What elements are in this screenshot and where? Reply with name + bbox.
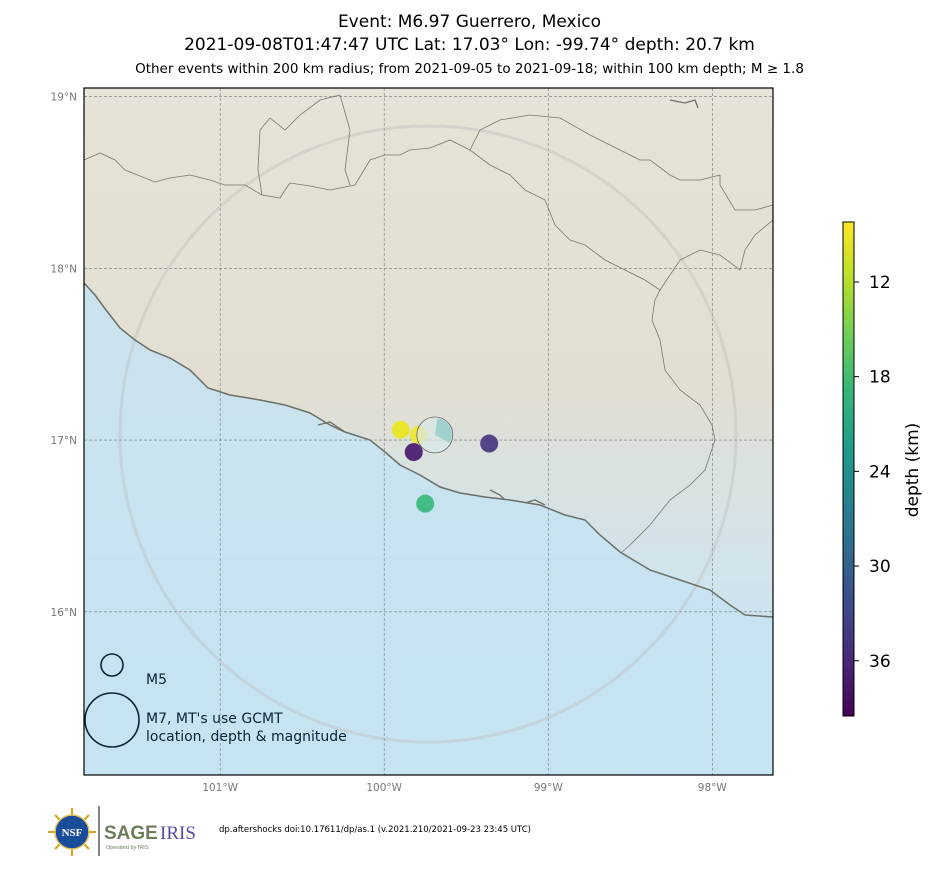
- lat-tick-label: 17°N: [51, 435, 77, 447]
- event-marker: [416, 494, 435, 513]
- colorbar-ticks: 12 18 24 30 36: [854, 273, 891, 672]
- title-line-3: Other events within 200 km radius; from …: [135, 61, 804, 77]
- colorbar: [842, 221, 855, 717]
- event-marker: [404, 443, 423, 462]
- colorbar-tick-label: 30: [869, 557, 891, 577]
- nsf-logo: NSF: [48, 808, 96, 856]
- mainshock-quadrant: [434, 418, 452, 444]
- legend-label-m7-line1: M7, MT's use GCMT: [146, 711, 283, 727]
- iris-text: IRIS: [160, 823, 196, 844]
- colorbar-tick-label: 24: [869, 462, 891, 482]
- ocean: [84, 283, 773, 775]
- sage-iris-logo: SAGE IRIS Operated by IRIS: [98, 806, 196, 856]
- lon-tick-label: 98°W: [698, 782, 728, 794]
- radius-circle: [118, 124, 738, 744]
- operated-by-text: Operated by IRIS: [106, 845, 149, 851]
- sage-text: SAGE: [104, 823, 158, 844]
- lat-tick-label: 16°N: [51, 607, 77, 619]
- map-frame: [83, 87, 774, 776]
- legend-label-m5: M5: [146, 672, 167, 688]
- state-borders: [84, 94, 773, 553]
- lat-tick-label: 19°N: [51, 92, 77, 104]
- legend-circle-m7: [84, 692, 140, 748]
- title-line-1: Event: M6.97 Guerrero, Mexico: [337, 12, 602, 32]
- axis-tick-labels: 101°W 100°W 99°W 98°W 19°N 18°N 17°N 16°N: [51, 92, 728, 794]
- lon-tick-label: 101°W: [202, 782, 238, 794]
- lat-tick-label: 18°N: [51, 263, 77, 275]
- event-marker: [391, 420, 410, 439]
- title-line-2: 2021-09-08T01:47:47 UTC Lat: 17.03° Lon:…: [184, 35, 755, 55]
- lake: [669, 99, 699, 109]
- lagoon: [317, 421, 346, 433]
- event-marker: [480, 434, 499, 453]
- legend-circle-m5: [100, 653, 124, 677]
- land-shade: [84, 88, 773, 108]
- colorbar-tick-label: 36: [869, 652, 891, 672]
- nsf-logo-text: NSF: [62, 827, 83, 839]
- coastline: [84, 282, 773, 618]
- mainshock-marker: [416, 416, 454, 454]
- colorbar-tick-label: 12: [869, 273, 891, 293]
- lon-tick-label: 100°W: [366, 782, 402, 794]
- footer-doi: dp.aftershocks doi:10.17611/dp/as.1 (v.2…: [219, 825, 531, 835]
- map-area: M5 M7, MT's use GCMT location, depth & m…: [84, 88, 773, 775]
- lagoon-2: [489, 489, 506, 501]
- gridlines: [84, 88, 773, 775]
- colorbar-label: depth (km): [903, 423, 923, 518]
- colorbar-tick-label: 18: [869, 368, 891, 388]
- lagoon-3: [524, 499, 546, 506]
- legend-label-m7-line2: location, depth & magnitude: [146, 729, 347, 745]
- lon-tick-label: 99°W: [534, 782, 564, 794]
